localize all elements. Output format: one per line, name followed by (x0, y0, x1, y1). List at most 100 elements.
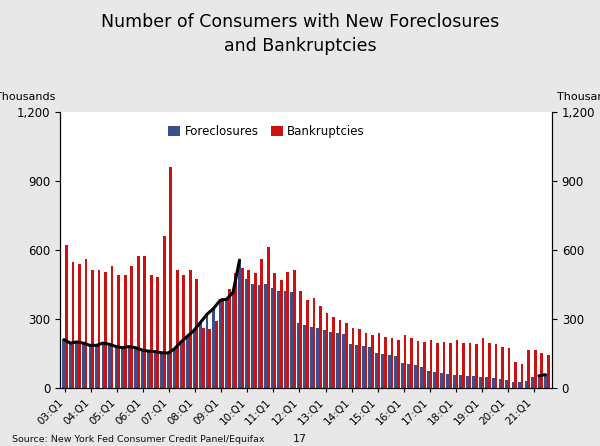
Bar (124, 275, 127, 388)
Bar (329, 331, 332, 388)
Bar (345, 323, 348, 388)
Bar (157, 277, 159, 388)
Bar (254, 273, 257, 388)
Bar (401, 363, 404, 388)
Bar (310, 327, 313, 388)
Bar (147, 351, 150, 388)
Bar (534, 350, 536, 388)
Text: Thousands: Thousands (557, 92, 600, 102)
Bar (436, 343, 439, 388)
Bar (76, 342, 78, 388)
Bar (286, 272, 289, 388)
Bar (336, 333, 338, 388)
Bar (472, 376, 475, 388)
Bar (469, 343, 472, 388)
Bar (410, 339, 413, 388)
Bar (414, 365, 416, 388)
Bar (186, 336, 189, 388)
Bar (98, 270, 100, 388)
Bar (316, 328, 319, 388)
Bar (245, 279, 247, 388)
Bar (260, 259, 263, 388)
Text: Thousands: Thousands (0, 92, 55, 102)
Bar (196, 279, 198, 388)
Bar (117, 275, 120, 388)
Bar (235, 273, 237, 388)
Bar (466, 376, 469, 388)
Bar (460, 375, 462, 388)
Bar (130, 266, 133, 388)
Bar (264, 285, 267, 388)
Bar (433, 372, 436, 388)
Bar (521, 364, 523, 388)
Bar (449, 343, 452, 388)
Bar (167, 353, 169, 388)
Bar (232, 293, 235, 388)
Bar (271, 288, 274, 388)
Bar (65, 245, 68, 388)
Bar (492, 378, 495, 388)
Bar (277, 291, 280, 388)
Bar (228, 289, 230, 388)
Bar (78, 264, 81, 388)
Text: 17: 17 (293, 434, 307, 444)
Bar (404, 335, 406, 388)
Bar (182, 275, 185, 388)
Bar (355, 345, 358, 388)
Bar (215, 321, 218, 388)
Bar (251, 285, 254, 388)
Bar (358, 329, 361, 388)
Bar (499, 379, 501, 388)
Bar (173, 349, 176, 388)
Bar (421, 367, 423, 388)
Bar (212, 309, 215, 388)
Bar (104, 272, 107, 388)
Bar (199, 322, 202, 388)
Bar (446, 373, 449, 388)
Bar (95, 345, 98, 388)
Bar (221, 298, 224, 388)
Legend: Foreclosures, Bankruptcies: Foreclosures, Bankruptcies (164, 120, 370, 143)
Bar (349, 344, 352, 388)
Bar (319, 306, 322, 388)
Bar (111, 266, 113, 388)
Bar (501, 347, 504, 388)
Bar (137, 256, 140, 388)
Bar (169, 167, 172, 388)
Bar (284, 291, 286, 388)
Bar (134, 348, 137, 388)
Bar (121, 348, 124, 388)
Bar (154, 351, 157, 388)
Bar (527, 350, 530, 388)
Bar (241, 268, 244, 388)
Bar (238, 260, 241, 388)
Bar (475, 344, 478, 388)
Bar (280, 280, 283, 388)
Bar (382, 354, 384, 388)
Bar (163, 236, 166, 388)
Bar (179, 342, 182, 388)
Bar (313, 298, 315, 388)
Bar (218, 301, 221, 388)
Bar (108, 344, 111, 388)
Bar (407, 364, 410, 388)
Bar (208, 329, 211, 388)
Bar (258, 285, 260, 388)
Bar (323, 330, 326, 388)
Bar (267, 248, 269, 388)
Bar (365, 333, 367, 388)
Bar (462, 343, 465, 388)
Bar (352, 328, 354, 388)
Bar (495, 344, 497, 388)
Bar (69, 343, 72, 388)
Bar (290, 293, 293, 388)
Bar (343, 334, 345, 388)
Bar (202, 328, 205, 388)
Bar (193, 330, 196, 388)
Bar (85, 259, 88, 388)
Bar (297, 323, 299, 388)
Bar (247, 270, 250, 388)
Bar (326, 313, 328, 388)
Bar (508, 348, 511, 388)
Bar (512, 382, 514, 388)
